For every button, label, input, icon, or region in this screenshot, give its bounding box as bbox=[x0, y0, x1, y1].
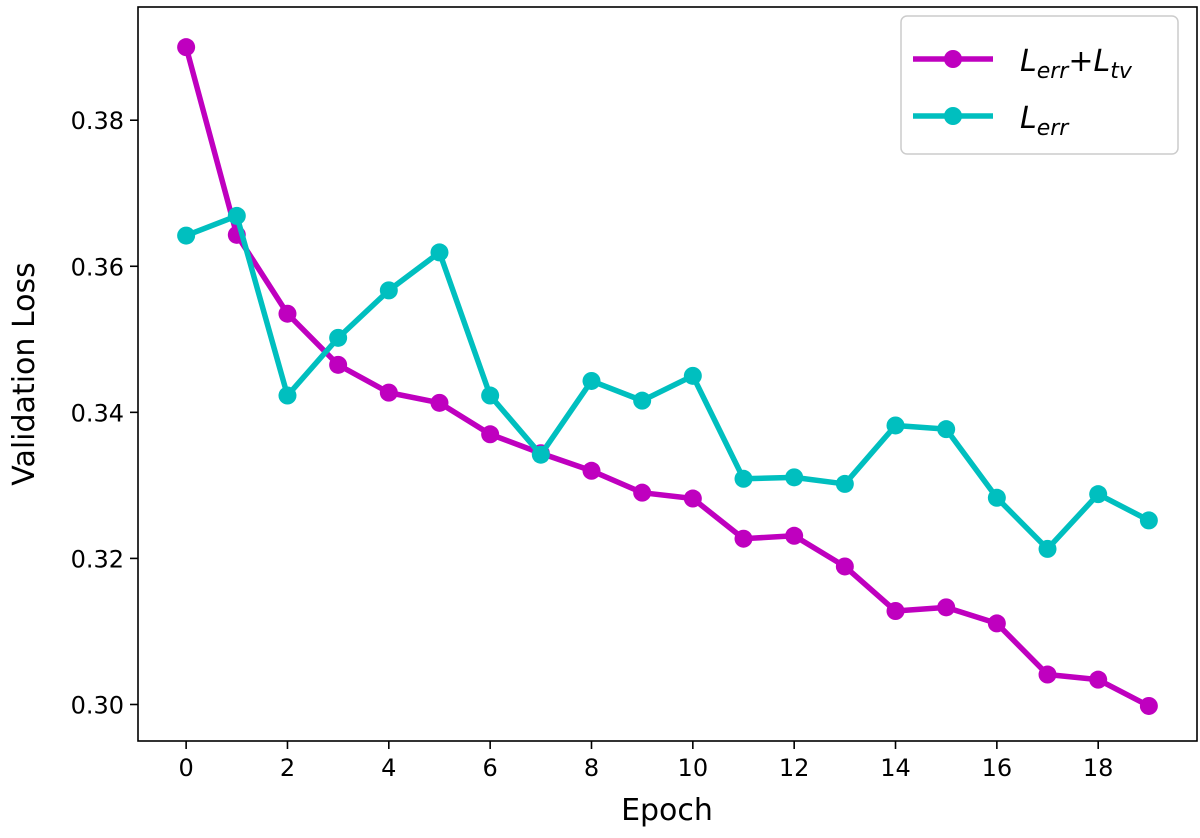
legend-label-series-1: Lerr+Ltv bbox=[1020, 44, 1133, 84]
series-1-point bbox=[582, 461, 601, 480]
x-tick-label: 2 bbox=[280, 754, 295, 782]
series-layer bbox=[177, 38, 1158, 715]
series-1-point bbox=[481, 425, 500, 444]
series-1-point bbox=[329, 355, 348, 374]
legend-label-series-2: Lerr bbox=[1020, 101, 1070, 141]
series-1-point bbox=[278, 304, 297, 323]
series-2-point bbox=[481, 386, 500, 405]
y-tick-label: 0.30 bbox=[71, 691, 124, 719]
series-2-point bbox=[329, 328, 348, 347]
series-1-point bbox=[835, 557, 854, 576]
x-tick-label: 0 bbox=[178, 754, 193, 782]
series-2 bbox=[177, 206, 1158, 558]
plot-frame bbox=[137, 6, 1198, 742]
series-1 bbox=[177, 38, 1158, 715]
y-axis-label: Validation Loss bbox=[7, 262, 42, 485]
series-1-point bbox=[937, 598, 956, 617]
y-tick-label: 0.34 bbox=[71, 399, 124, 427]
series-2-point bbox=[683, 366, 702, 385]
series-2-point bbox=[1139, 511, 1158, 530]
series-1-point bbox=[734, 529, 753, 548]
x-tick-label: 18 bbox=[1083, 754, 1114, 782]
y-tick-label: 0.32 bbox=[71, 545, 124, 573]
series-2-point bbox=[430, 243, 449, 262]
y-axis: 0.30 0.32 0.34 0.36 0.38 bbox=[71, 107, 138, 719]
x-tick-label: 8 bbox=[584, 754, 599, 782]
series-2-point bbox=[177, 226, 196, 245]
legend-box bbox=[900, 15, 1179, 155]
series-1-point bbox=[1089, 670, 1108, 689]
legend-marker-series-2 bbox=[944, 107, 962, 125]
series-1-point bbox=[785, 526, 804, 545]
series-1-point bbox=[379, 383, 398, 402]
series-2-point bbox=[531, 445, 550, 464]
x-tick-label: 6 bbox=[483, 754, 498, 782]
series-1-point bbox=[987, 614, 1006, 633]
series-1-point bbox=[886, 601, 905, 620]
series-2-point bbox=[1089, 485, 1108, 504]
y-tick-label: 0.36 bbox=[71, 253, 124, 281]
series-1-point bbox=[430, 393, 449, 412]
x-axis: 0 2 4 6 8 10 12 14 16 18 bbox=[178, 741, 1113, 782]
series-2-point bbox=[227, 206, 246, 225]
series-2-point bbox=[734, 469, 753, 488]
series-2-point bbox=[1038, 539, 1057, 558]
y-tick-label: 0.38 bbox=[71, 107, 124, 135]
series-1-point bbox=[1139, 696, 1158, 715]
series-2-point bbox=[886, 416, 905, 435]
series-2-point bbox=[937, 420, 956, 439]
x-tick-label: 14 bbox=[880, 754, 911, 782]
series-1-point bbox=[633, 483, 652, 502]
series-2-point bbox=[987, 488, 1006, 507]
x-tick-label: 10 bbox=[678, 754, 709, 782]
series-2-point bbox=[835, 474, 854, 493]
series-2-line bbox=[185, 213, 1151, 552]
series-2-point bbox=[633, 391, 652, 410]
x-axis-label: Epoch bbox=[621, 793, 713, 828]
series-2-point bbox=[379, 281, 398, 300]
x-tick-label: 12 bbox=[779, 754, 810, 782]
series-1-point bbox=[1038, 665, 1057, 684]
series-1-point bbox=[683, 489, 702, 508]
x-tick-label: 4 bbox=[381, 754, 396, 782]
legend-marker-series-1 bbox=[944, 50, 962, 68]
x-tick-label: 16 bbox=[982, 754, 1013, 782]
series-1-point bbox=[177, 38, 196, 57]
series-2-point bbox=[278, 386, 297, 405]
legend: Lerr+Ltv Lerr bbox=[900, 15, 1179, 155]
series-2-point bbox=[582, 371, 601, 390]
series-2-point bbox=[785, 468, 804, 487]
